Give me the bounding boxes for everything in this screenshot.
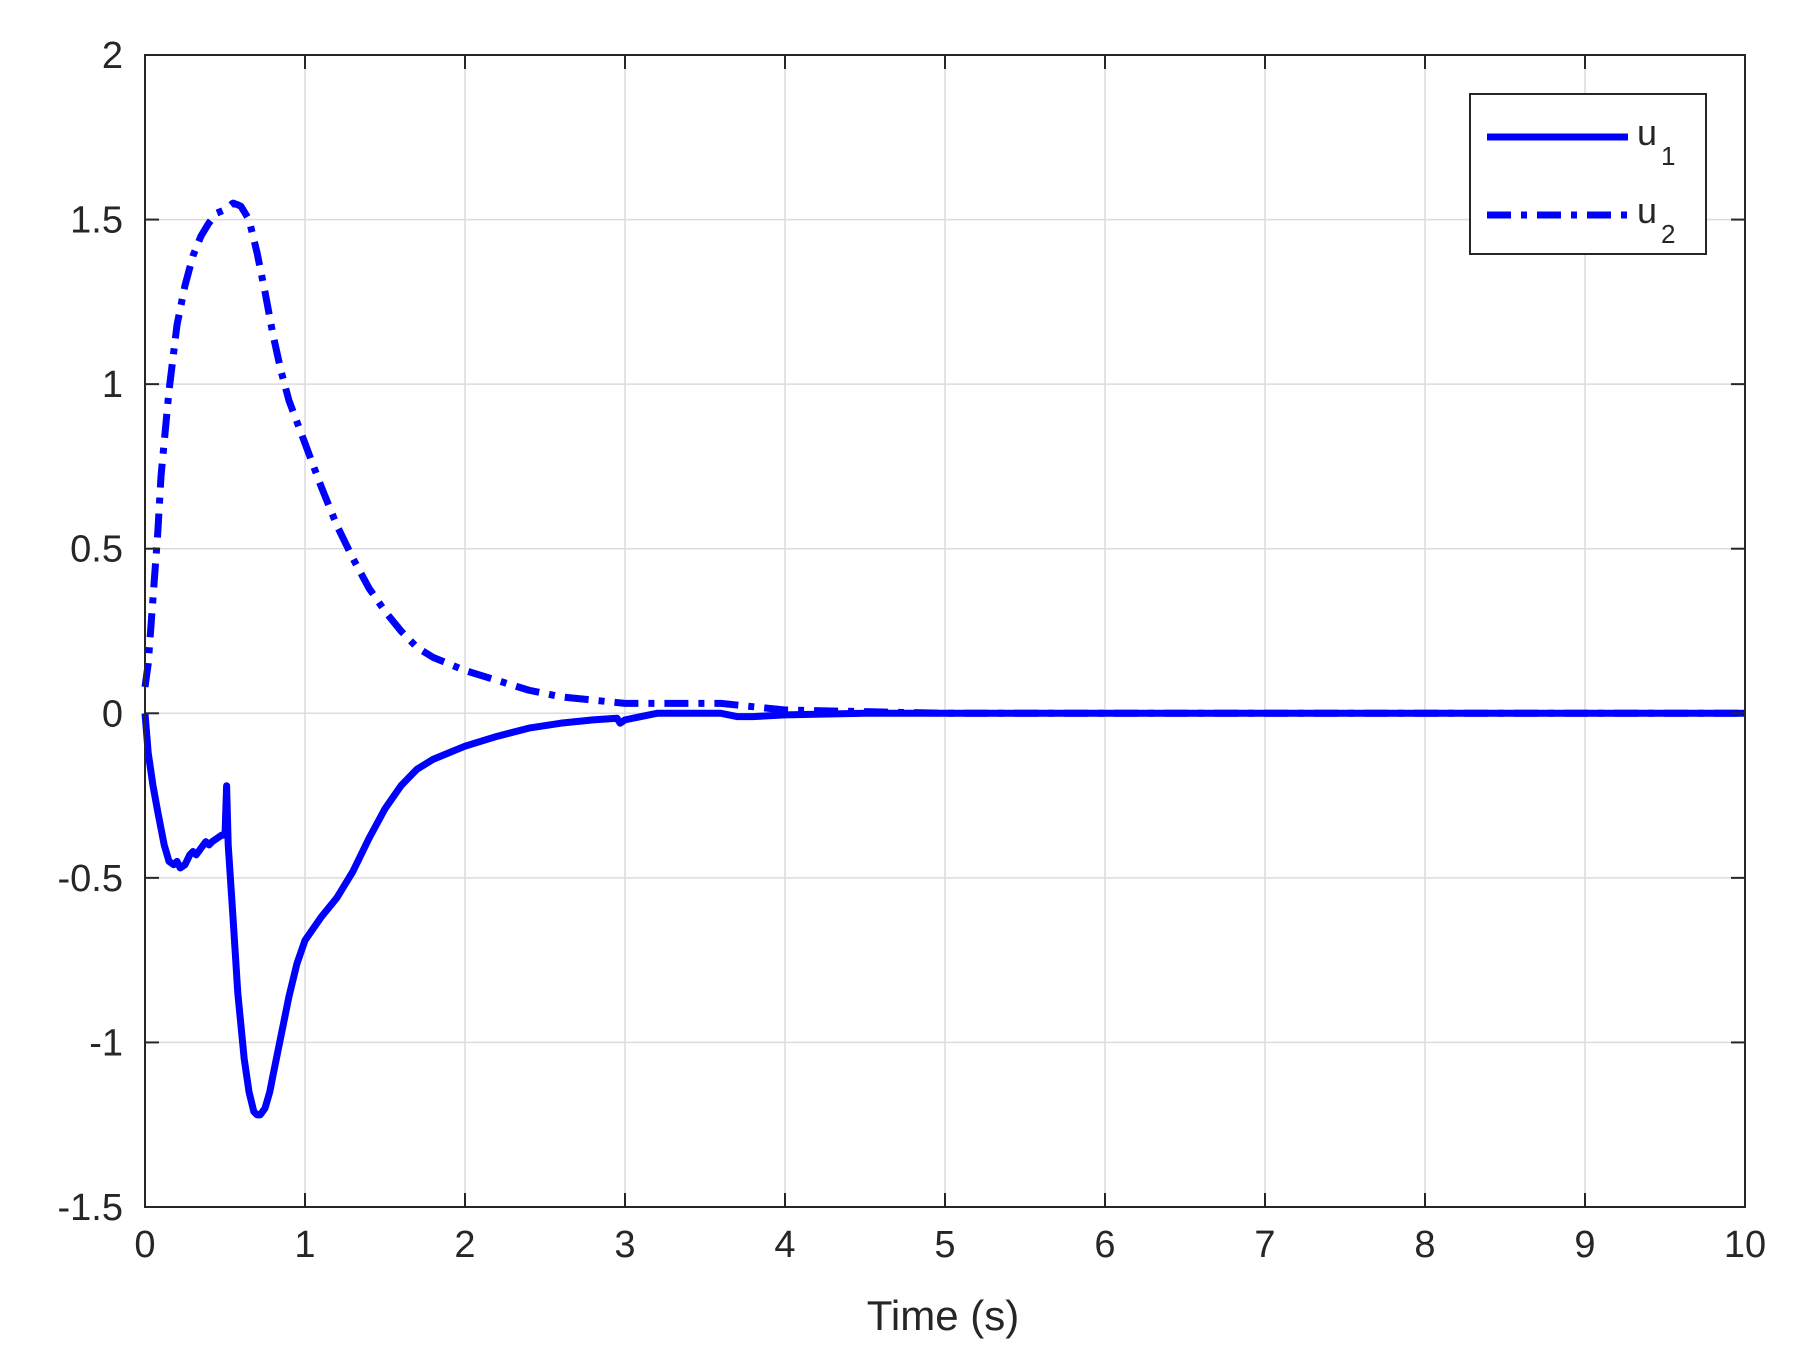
y-tick-label: -1.5 [58,1187,123,1229]
x-tick-label: 7 [1254,1224,1275,1266]
y-tick-label: 1.5 [70,200,123,242]
x-tick-label: 6 [1094,1224,1115,1266]
y-tick-label: 0.5 [70,529,123,571]
series-line-u1 [141,709,1745,1119]
x-tick-label: 3 [614,1224,635,1266]
x-tick-label: 0 [134,1224,155,1266]
series-group [141,199,1745,1119]
x-tick-label: 8 [1414,1224,1435,1266]
legend-label-base: u [1637,112,1657,153]
legend-label-u2: u2 [1637,190,1676,249]
x-axis-title: Time (s) [867,1292,1019,1339]
legend-label-base: u [1637,190,1657,231]
y-tick-label: 1 [102,364,123,406]
axes [144,54,1746,1208]
x-tick-label: 4 [774,1224,795,1266]
x-tick-label: 2 [454,1224,475,1266]
legend-label-subscript: 1 [1661,141,1675,171]
x-tick-label: 10 [1724,1224,1766,1266]
y-tick-label: -1 [89,1022,123,1064]
series-line-u2 [141,199,1745,717]
y-tick-label: -0.5 [58,858,123,900]
x-tick-label: 9 [1574,1224,1595,1266]
x-tick-label: 1 [294,1224,315,1266]
y-tick-label: 2 [102,35,123,77]
x-tick-label: 5 [934,1224,955,1266]
legend-label-u1: u1 [1637,112,1676,171]
tick-labels: 0 1 2 3 4 5 6 7 8 9 10 -1.5 -1 -0.5 0 0.5 1 1.5 2 [58,35,1767,1266]
legend-box [1469,93,1707,255]
y-tick-label: 0 [102,693,123,735]
legend-label-subscript: 2 [1661,219,1675,249]
